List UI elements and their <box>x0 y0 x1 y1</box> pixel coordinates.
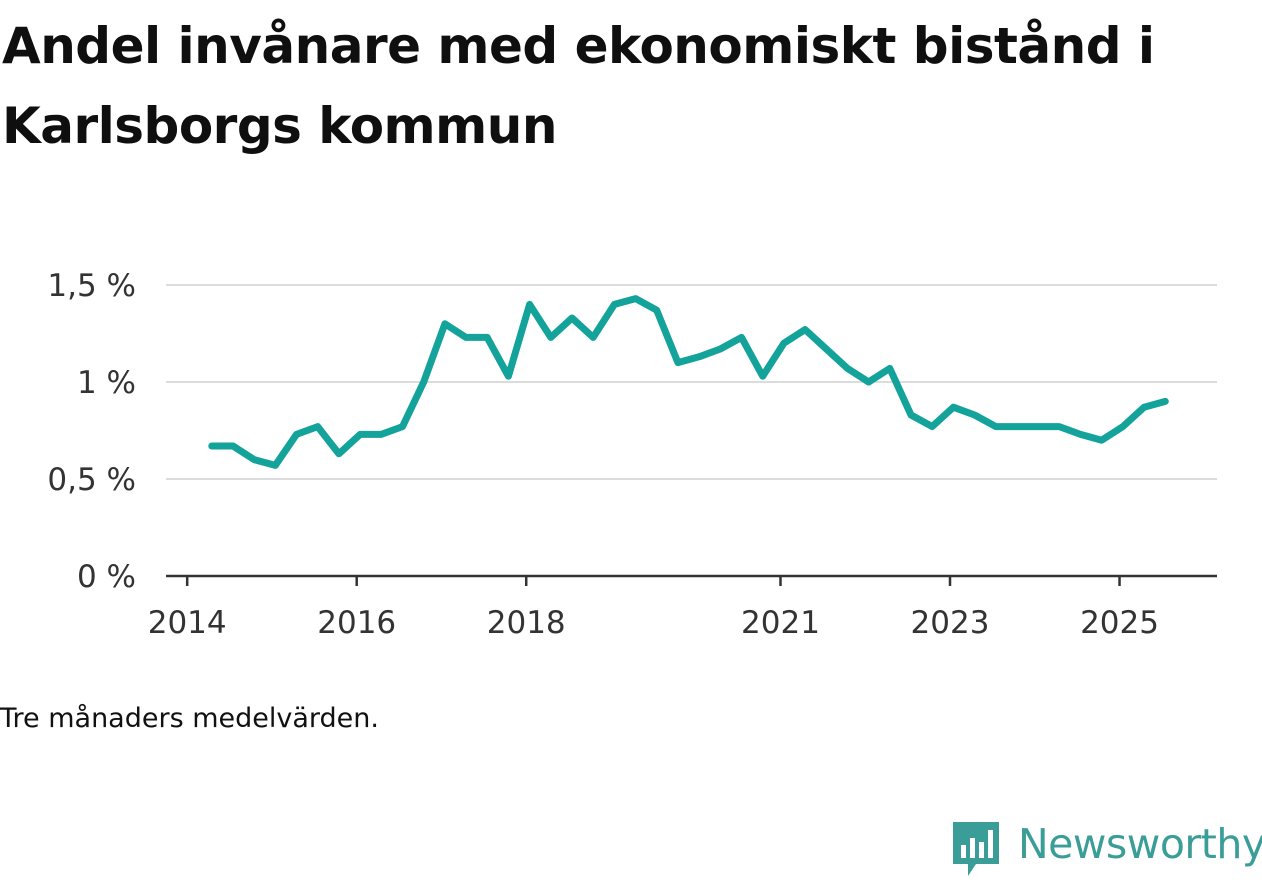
data-series <box>208 295 1169 469</box>
newsworthy-logo-icon <box>953 822 999 876</box>
x-tick-label: 2018 <box>487 605 566 641</box>
brand-logo: Newsworthy <box>950 818 1262 880</box>
y-tick-label: 0 % <box>77 559 136 595</box>
chart-footnote: Tre månaders medelvärden. <box>0 703 379 734</box>
y-tick-label: 1,5 % <box>47 268 136 304</box>
x-axis: 2014 2016 2018 2021 2023 2025 <box>148 574 1217 641</box>
x-tick-label: 2025 <box>1080 605 1159 641</box>
x-tick-label: 2014 <box>148 605 227 641</box>
chart-title: Andel invånare med ekonomiskt bistånd i … <box>2 17 1155 155</box>
x-tick-label: 2016 <box>317 605 396 641</box>
y-axis: 0 % 0,5 % 1 % 1,5 % <box>47 268 136 595</box>
x-tick-label: 2023 <box>911 605 990 641</box>
y-tick-label: 0,5 % <box>47 462 136 498</box>
gridlines <box>166 284 1217 480</box>
brand-name: Newsworthy <box>1018 820 1262 868</box>
y-tick-label: 1 % <box>77 365 136 401</box>
series-line <box>208 295 1169 469</box>
line-chart: 0 % 0,5 % 1 % 1,5 % 2014 2016 2018 2021 2023 202… <box>47 268 1217 641</box>
x-tick-label: 2021 <box>741 605 820 641</box>
